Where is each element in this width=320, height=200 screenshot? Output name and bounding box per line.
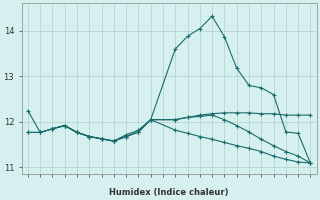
X-axis label: Humidex (Indice chaleur): Humidex (Indice chaleur) <box>109 188 229 197</box>
